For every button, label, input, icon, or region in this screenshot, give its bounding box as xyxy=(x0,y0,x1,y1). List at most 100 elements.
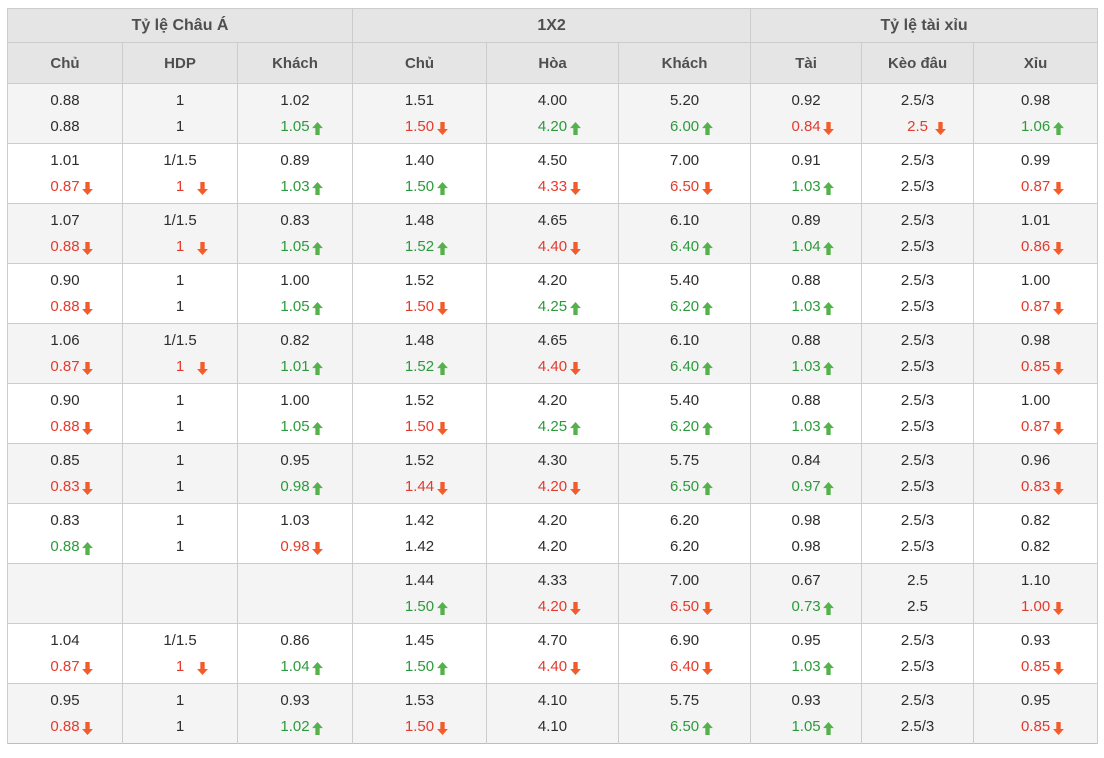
odds-cell: 1.06 xyxy=(7,323,123,354)
odds-value: 0.87 xyxy=(50,178,80,196)
down-arrow-icon xyxy=(436,122,448,136)
odds-row: 0.83 1 1.03 1.42 4.20 6.20 0.98 2.5/3 0.82 xyxy=(7,503,1099,534)
odds-cell: 1/1.5 xyxy=(122,323,238,354)
up-arrow-icon xyxy=(823,422,834,436)
odds-value: 1.44 xyxy=(404,478,435,496)
up-arrow-icon xyxy=(823,482,834,496)
up-arrow-icon xyxy=(436,242,448,256)
odds-value: 1.50 xyxy=(404,118,435,136)
odds-row: 0.88 1 1.05 1.50 4.20 6.00 0.84 2.5 1.06 xyxy=(7,113,1099,144)
odds-cell: 1.44 xyxy=(352,563,488,594)
odds-value: 1 xyxy=(175,451,185,469)
odds-table: Tỷ lệ Châu Á 1X2 Tỷ lệ tài xỉu Chủ HDP K… xyxy=(6,8,1099,744)
odds-row: 0.87 1 1.04 1.50 4.40 6.40 1.03 2.5/3 0.85 xyxy=(7,653,1099,684)
odds-value: 1/1.5 xyxy=(163,331,197,349)
column-header-asian-hdp: HDP xyxy=(122,42,238,84)
down-arrow-icon xyxy=(82,362,93,376)
down-arrow-icon xyxy=(436,482,448,496)
odds-value: 1.48 xyxy=(404,211,435,229)
odds-cell: 1.02 xyxy=(236,83,354,114)
odds-value: 4.70 xyxy=(537,631,568,649)
odds-value: 1 xyxy=(175,658,185,676)
down-arrow-icon xyxy=(82,182,93,196)
odds-row: 1.06 1/1.5 0.82 1.48 4.65 6.10 0.88 2.5/3 0.98 xyxy=(7,323,1099,354)
odds-value: 2.5/3 xyxy=(900,358,935,376)
odds-value: 1 xyxy=(175,298,185,316)
up-arrow-icon xyxy=(701,362,713,376)
odds-value: 4.40 xyxy=(537,658,568,676)
up-arrow-icon xyxy=(436,362,448,376)
odds-cell: 2.5/3 xyxy=(861,203,975,234)
odds-cell: 6.50 xyxy=(618,593,752,624)
odds-cell: 2.5/3 xyxy=(861,443,975,474)
odds-cell: 0.98 xyxy=(973,323,1099,354)
odds-value: 1.50 xyxy=(404,658,435,676)
down-arrow-icon xyxy=(82,722,93,736)
odds-cell: 6.20 xyxy=(618,533,752,564)
odds-value: 1.00 xyxy=(1020,598,1051,616)
odds-cell: 0.84 xyxy=(750,113,863,144)
odds-value: 2.5/3 xyxy=(900,418,935,436)
down-arrow-icon xyxy=(82,302,93,316)
odds-value: 1 xyxy=(175,238,185,256)
odds-value: 1.06 xyxy=(1020,118,1051,136)
odds-cell: 0.98 xyxy=(236,533,354,564)
odds-cell: 1.50 xyxy=(352,113,488,144)
odds-value: 0.84 xyxy=(791,118,821,136)
up-arrow-icon xyxy=(82,542,93,556)
odds-cell: 1 xyxy=(122,83,238,114)
odds-cell: 1.50 xyxy=(352,173,488,204)
up-arrow-icon xyxy=(569,422,581,436)
odds-cell: 1.50 xyxy=(352,713,488,744)
down-arrow-icon xyxy=(436,422,448,436)
down-arrow-icon xyxy=(1052,242,1064,256)
odds-cell: 1.05 xyxy=(236,233,354,264)
up-arrow-icon xyxy=(701,482,713,496)
odds-cell: 2.5/3 xyxy=(861,533,975,564)
odds-value: 4.25 xyxy=(537,298,568,316)
odds-value: 1.52 xyxy=(404,238,435,256)
odds-cell: 2.5/3 xyxy=(861,653,975,684)
odds-value: 0.97 xyxy=(791,478,821,496)
odds-value: 4.30 xyxy=(537,451,568,469)
odds-cell: 2.5/3 xyxy=(861,503,975,534)
odds-cell: 1.03 xyxy=(236,503,354,534)
odds-cell: 1.10 xyxy=(973,563,1099,594)
odds-value: 4.20 xyxy=(537,598,568,616)
odds-value: 1.50 xyxy=(404,598,435,616)
odds-value: 1 xyxy=(175,718,185,736)
odds-cell: 0.88 xyxy=(7,413,123,444)
up-arrow-icon xyxy=(312,422,323,436)
odds-value: 0.82 xyxy=(1020,538,1051,556)
odds-value: 0.93 xyxy=(1020,631,1051,649)
odds-value: 4.10 xyxy=(537,718,568,736)
odds-value: 0.88 xyxy=(791,331,821,349)
odds-value: 2.5 xyxy=(907,118,928,136)
odds-value: 0.84 xyxy=(791,451,821,469)
odds-value: 0.98 xyxy=(280,538,310,556)
odds-value: 2.5/3 xyxy=(900,451,935,469)
odds-cell: 0.99 xyxy=(973,143,1099,174)
odds-value: 1.50 xyxy=(404,178,435,196)
odds-value: 1.45 xyxy=(404,631,435,649)
odds-row: 0.88 1 1.05 1.50 4.25 6.20 1.03 2.5/3 0.87 xyxy=(7,293,1099,324)
odds-value: 6.50 xyxy=(669,718,700,736)
odds-cell xyxy=(122,563,238,594)
odds-cell: 0.98 xyxy=(973,83,1099,114)
odds-cell: 6.10 xyxy=(618,323,752,354)
odds-row: 0.88 1 1.02 1.50 4.10 6.50 1.05 2.5/3 0.85 xyxy=(7,713,1099,744)
odds-cell: 1.40 xyxy=(352,143,488,174)
odds-cell: 0.90 xyxy=(7,383,123,414)
odds-value: 1.04 xyxy=(50,631,80,649)
odds-cell: 1.50 xyxy=(352,293,488,324)
odds-cell: 7.00 xyxy=(618,143,752,174)
odds-cell: 4.30 xyxy=(486,443,620,474)
odds-value: 1/1.5 xyxy=(163,631,197,649)
odds-cell: 1 xyxy=(122,263,238,294)
odds-cell: 1.53 xyxy=(352,683,488,714)
odds-cell: 4.65 xyxy=(486,203,620,234)
odds-cell: 2.5/3 xyxy=(861,143,975,174)
odds-value: 1.52 xyxy=(404,391,435,409)
down-arrow-icon xyxy=(569,482,581,496)
